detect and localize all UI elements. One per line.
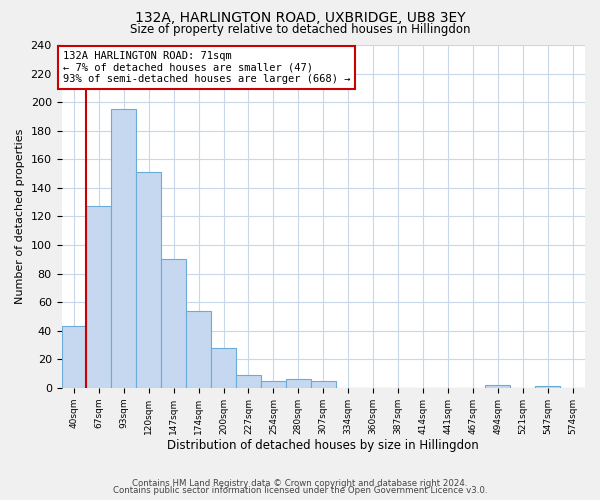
Text: Contains HM Land Registry data © Crown copyright and database right 2024.: Contains HM Land Registry data © Crown c… bbox=[132, 479, 468, 488]
Bar bbox=[136, 172, 161, 388]
Text: Size of property relative to detached houses in Hillingdon: Size of property relative to detached ho… bbox=[130, 22, 470, 36]
Bar bbox=[286, 380, 311, 388]
X-axis label: Distribution of detached houses by size in Hillingdon: Distribution of detached houses by size … bbox=[167, 440, 479, 452]
Bar bbox=[236, 375, 261, 388]
Bar bbox=[62, 326, 86, 388]
Text: Contains public sector information licensed under the Open Government Licence v3: Contains public sector information licen… bbox=[113, 486, 487, 495]
Text: 132A HARLINGTON ROAD: 71sqm
← 7% of detached houses are smaller (47)
93% of semi: 132A HARLINGTON ROAD: 71sqm ← 7% of deta… bbox=[63, 50, 350, 84]
Bar bbox=[485, 385, 510, 388]
Text: 132A, HARLINGTON ROAD, UXBRIDGE, UB8 3EY: 132A, HARLINGTON ROAD, UXBRIDGE, UB8 3EY bbox=[134, 11, 466, 25]
Bar bbox=[112, 110, 136, 388]
Bar bbox=[161, 260, 186, 388]
Y-axis label: Number of detached properties: Number of detached properties bbox=[15, 128, 25, 304]
Bar bbox=[535, 386, 560, 388]
Bar bbox=[186, 310, 211, 388]
Bar bbox=[211, 348, 236, 388]
Bar bbox=[261, 380, 286, 388]
Bar bbox=[86, 206, 112, 388]
Bar bbox=[311, 380, 336, 388]
